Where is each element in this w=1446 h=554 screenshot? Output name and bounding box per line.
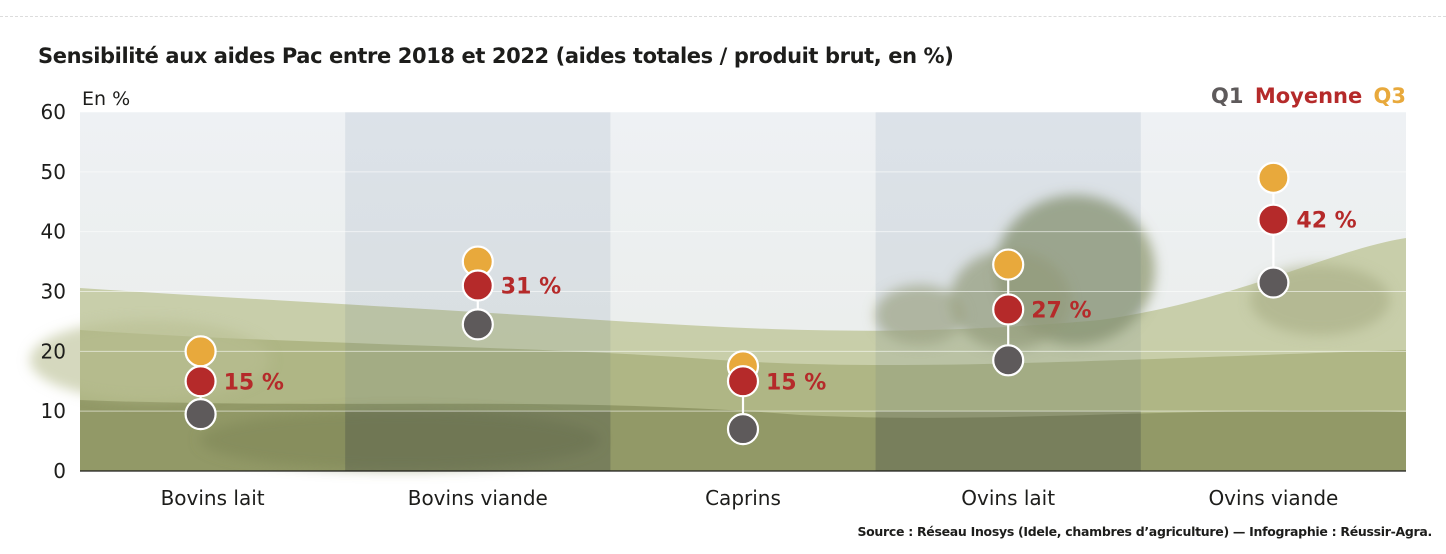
y-axis: 0 10 20 30 40 50 60 <box>41 100 66 483</box>
x-tick-label: Ovins lait <box>961 486 1055 510</box>
point-moyenne <box>1257 203 1290 236</box>
data-label-moyenne: 27 % <box>1031 298 1091 323</box>
legend-moyenne: Moyenne <box>1254 84 1363 108</box>
point-q1 <box>726 413 760 446</box>
data-label-moyenne: 42 % <box>1296 209 1356 234</box>
y-tick-label: 0 <box>53 459 66 483</box>
data-label-moyenne: 31 % <box>501 275 561 300</box>
data-label-moyenne: 15 % <box>224 370 284 395</box>
y-tick-label: 60 <box>41 100 66 124</box>
source-note: Source : Réseau Inosys (Idele, chambres … <box>857 524 1432 539</box>
legend-q1: Q1 <box>1211 84 1244 108</box>
point-q1 <box>1257 266 1290 299</box>
point-moyenne <box>992 293 1025 326</box>
point-q3 <box>1257 161 1290 194</box>
data-marks: 15 % 31 % 15 % 27 % 42 % <box>184 161 1357 446</box>
point-q1 <box>184 398 217 431</box>
data-label-moyenne: 15 % <box>766 370 826 395</box>
y-tick-label: 20 <box>41 339 66 363</box>
top-divider <box>0 16 1446 17</box>
y-tick-label: 50 <box>41 160 66 184</box>
x-tick-label: Bovins lait <box>161 486 265 510</box>
point-moyenne <box>461 269 494 302</box>
legend-q3: Q3 <box>1373 84 1406 108</box>
point-q3 <box>184 335 217 368</box>
y-tick-label: 40 <box>41 220 66 244</box>
column-band-shade <box>875 411 1141 471</box>
y-tick-label: 10 <box>41 399 66 423</box>
y-tick-label: 30 <box>41 280 66 304</box>
point-moyenne <box>726 365 760 398</box>
y-axis-unit: En % <box>82 88 130 110</box>
legend: Q1 Moyenne Q3 <box>1207 84 1406 108</box>
x-axis: Bovins lait Bovins viande Caprins Ovins lai… <box>161 486 1339 510</box>
x-tick-label: Caprins <box>705 486 781 510</box>
point-q1 <box>992 344 1025 377</box>
point-q3 <box>992 248 1025 281</box>
point-moyenne <box>184 365 217 398</box>
column-band-shade <box>345 411 611 471</box>
point-q1 <box>461 308 494 341</box>
x-tick-label: Bovins viande <box>408 486 548 510</box>
x-tick-label: Ovins viande <box>1208 486 1338 510</box>
chart-title: Sensibilité aux aides Pac entre 2018 et … <box>38 44 954 68</box>
